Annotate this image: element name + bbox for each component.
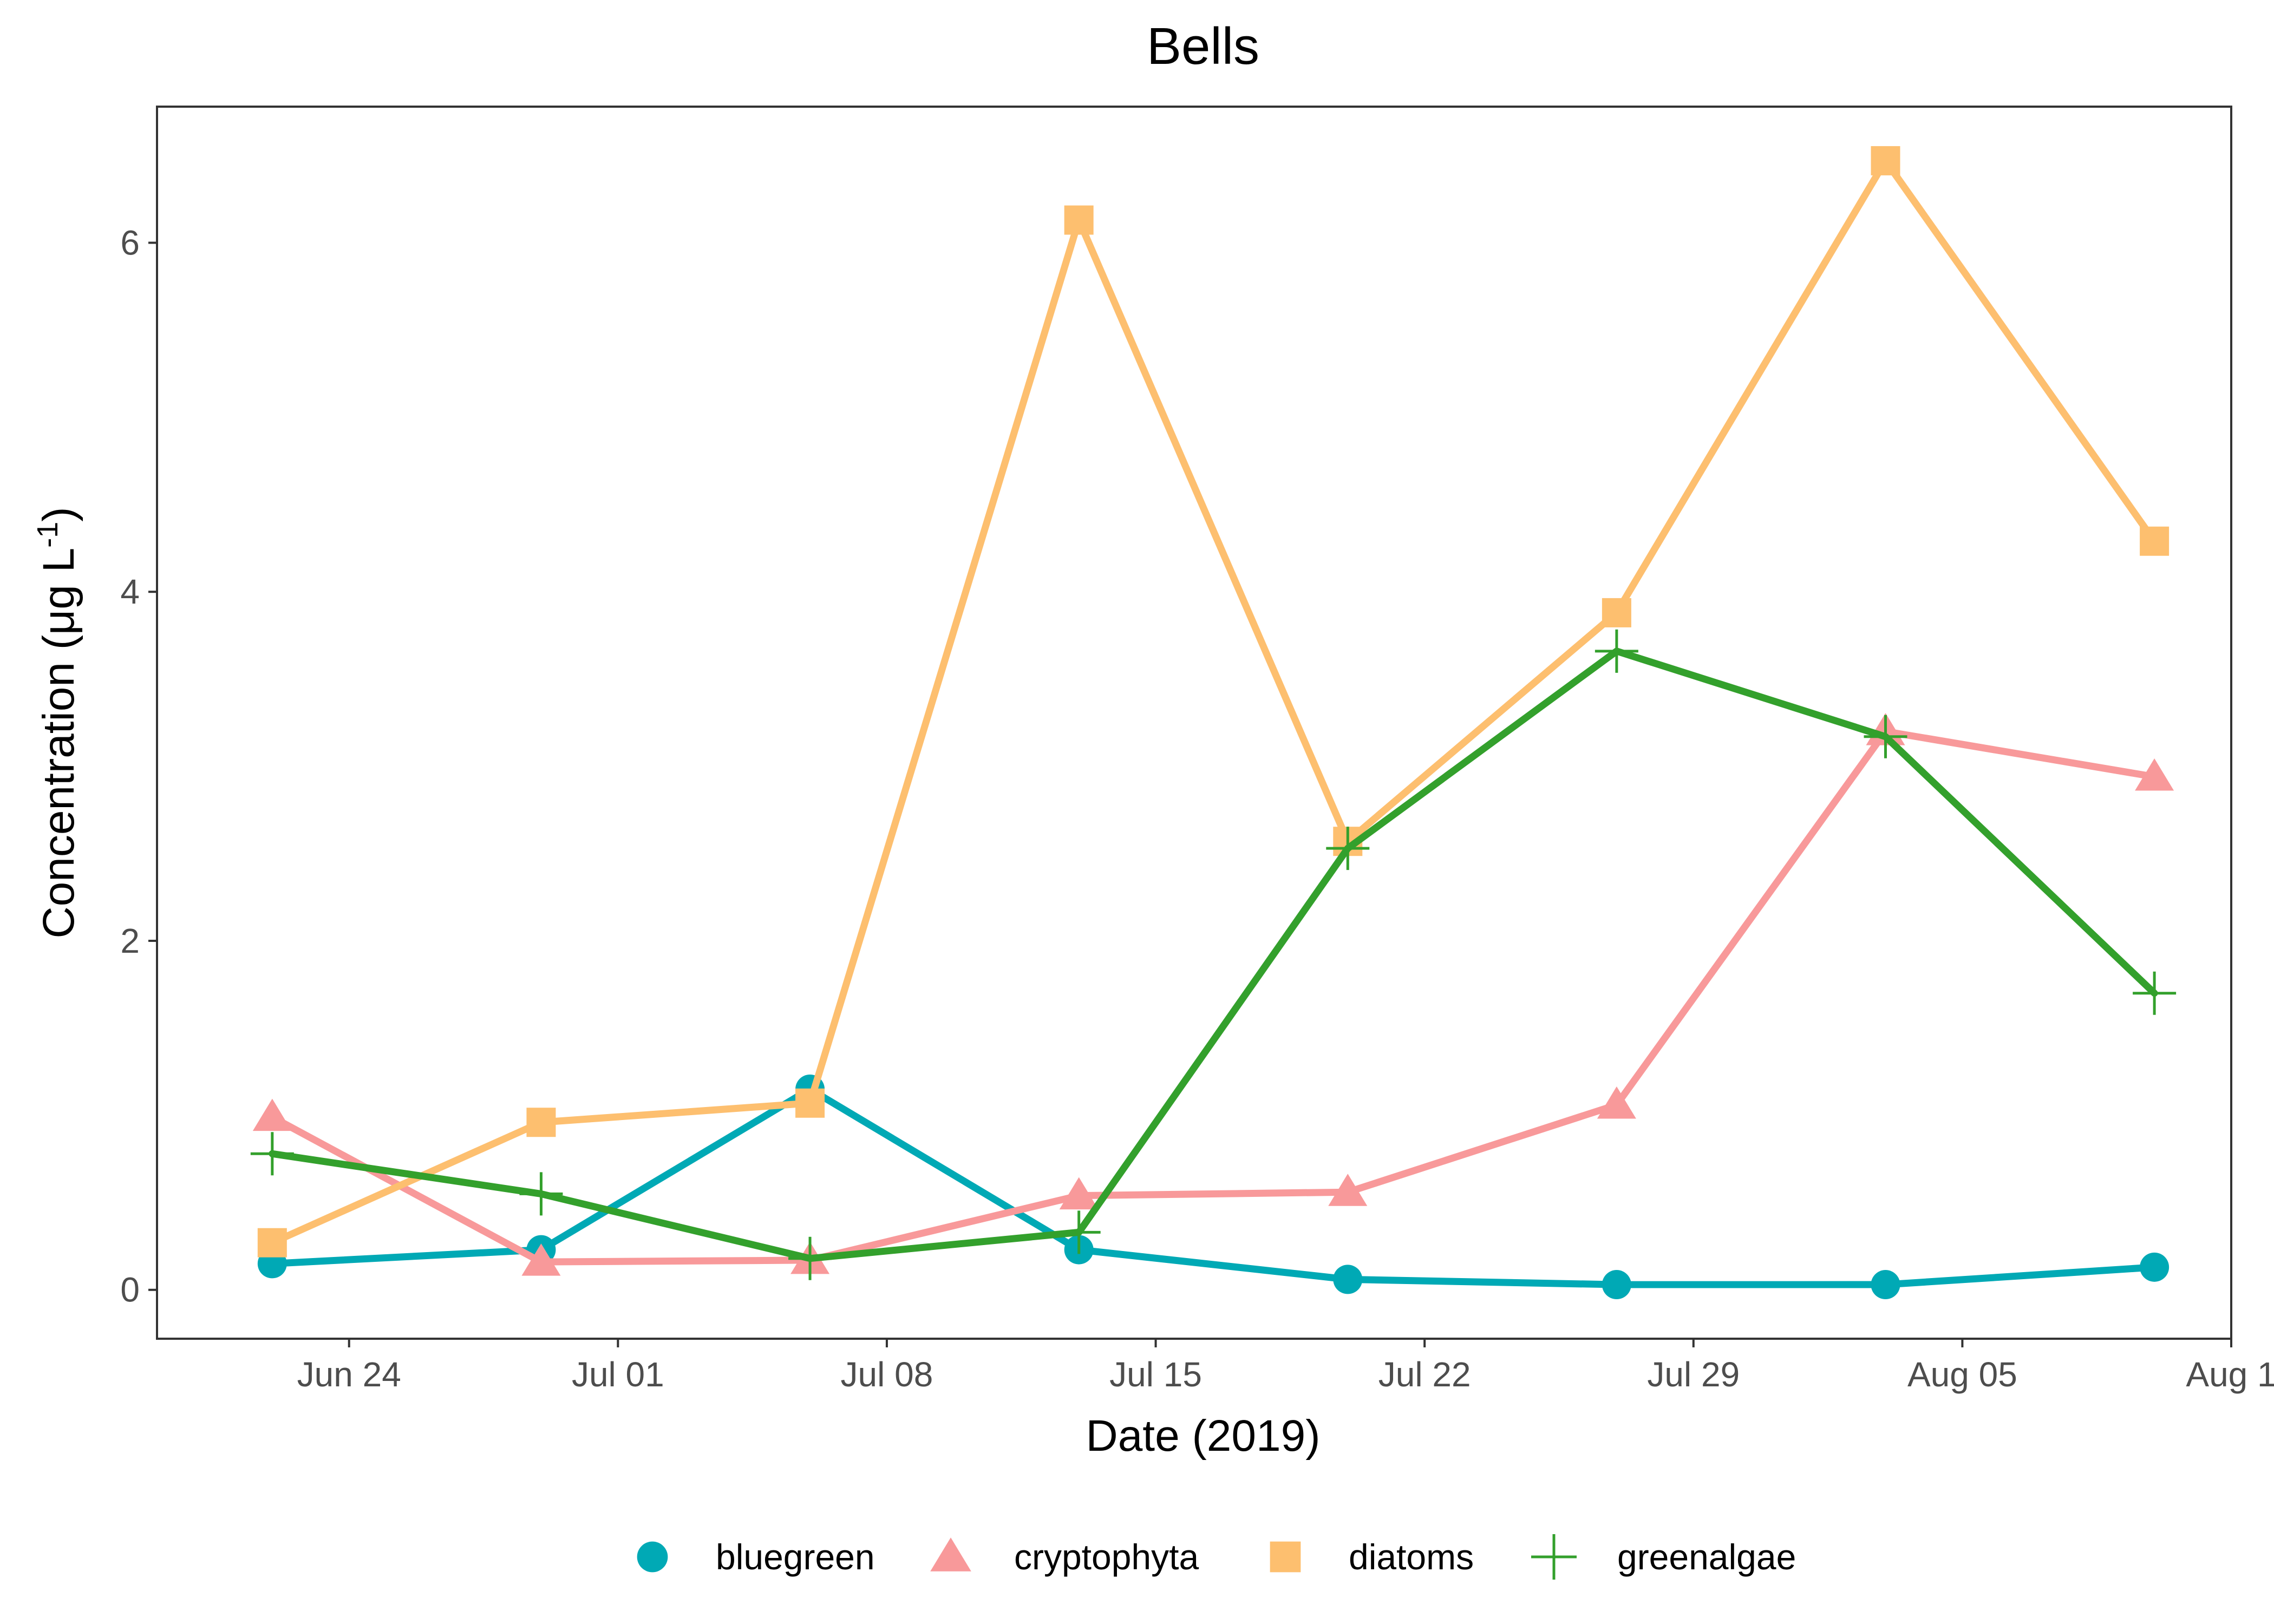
legend-label: diatoms <box>1349 1537 1474 1577</box>
x-tick-label: Jul 29 <box>1647 1355 1740 1394</box>
legend: bluegreen cryptophyta diatoms greenalgae <box>637 1534 1796 1580</box>
x-tick-label: Aug 1 <box>2186 1355 2274 1394</box>
y-tick-label: 4 <box>120 572 140 611</box>
legend-label: greenalgae <box>1617 1537 1796 1577</box>
legend-item-diatoms: diatoms <box>1270 1537 1474 1577</box>
y-tick-label: 2 <box>120 921 140 960</box>
data-point <box>257 1228 287 1258</box>
series-line <box>269 157 2158 1247</box>
y-axis: 0 2 4 6 <box>120 223 157 1309</box>
data-point <box>1059 1177 1099 1210</box>
data-point <box>1057 1210 1101 1254</box>
y-tick-label: 6 <box>120 223 140 262</box>
data-point <box>1597 1086 1636 1119</box>
series-line <box>269 647 2158 1262</box>
series-line <box>269 1085 2158 1288</box>
data-point <box>788 1236 832 1280</box>
y-tick-label: 0 <box>120 1271 140 1309</box>
data-point <box>519 1172 563 1216</box>
x-tick-label: Jul 08 <box>841 1355 933 1394</box>
data-point <box>1602 598 1631 627</box>
data-point <box>1333 1265 1363 1294</box>
data-point <box>795 1088 825 1118</box>
legend-label: bluegreen <box>716 1537 875 1577</box>
data-point <box>521 1243 561 1276</box>
data-point <box>250 1132 294 1176</box>
legend-label: cryptophyta <box>1014 1537 1199 1577</box>
y-axis-title-main: Concentration (μg L <box>34 548 83 939</box>
data-point <box>2135 758 2174 791</box>
data-point <box>526 1108 556 1137</box>
data-point <box>1871 1270 1900 1300</box>
data-point <box>1602 1270 1631 1300</box>
legend-item-bluegreen: bluegreen <box>637 1537 875 1577</box>
x-axis: Jun 24 Jul 01 Jul 08 Jul 15 Jul 22 Jul 29 Aug … <box>297 1339 2274 1394</box>
y-axis-title: Concentration (μg L-1) <box>31 507 83 938</box>
legend-key <box>930 1537 971 1571</box>
data-point <box>2133 971 2177 1015</box>
chart-title: Bells <box>1147 17 1259 75</box>
x-axis-title: Date (2019) <box>1086 1411 1320 1461</box>
x-tick-label: Jul 15 <box>1109 1355 1202 1394</box>
data-point <box>1328 1174 1368 1206</box>
y-axis-title-close: ) <box>34 507 83 521</box>
x-tick-label: Aug 05 <box>1907 1355 2017 1394</box>
data-point <box>2140 1252 2170 1282</box>
legend-key <box>1531 1534 1577 1580</box>
series-diatoms <box>257 146 2170 1258</box>
x-tick-label: Jul 22 <box>1378 1355 1471 1394</box>
legend-key <box>1270 1541 1301 1573</box>
data-point <box>252 1098 292 1131</box>
series-line <box>269 728 2158 1266</box>
legend-item-cryptophyta: cryptophyta <box>930 1537 1199 1577</box>
x-tick-label: Jun 24 <box>297 1355 401 1394</box>
x-tick-label: Jul 01 <box>572 1355 664 1394</box>
series-layer <box>250 146 2177 1300</box>
data-point <box>1864 715 1907 758</box>
series-greenalgae <box>250 629 2177 1280</box>
data-point <box>2140 526 2170 556</box>
data-point <box>1064 205 1094 235</box>
data-point <box>1871 146 1900 175</box>
data-point <box>1326 827 1370 870</box>
legend-item-greenalgae: greenalgae <box>1531 1534 1796 1580</box>
legend-key <box>637 1541 668 1573</box>
data-point <box>1595 629 1638 673</box>
y-axis-title-superscript: -1 <box>31 522 64 548</box>
